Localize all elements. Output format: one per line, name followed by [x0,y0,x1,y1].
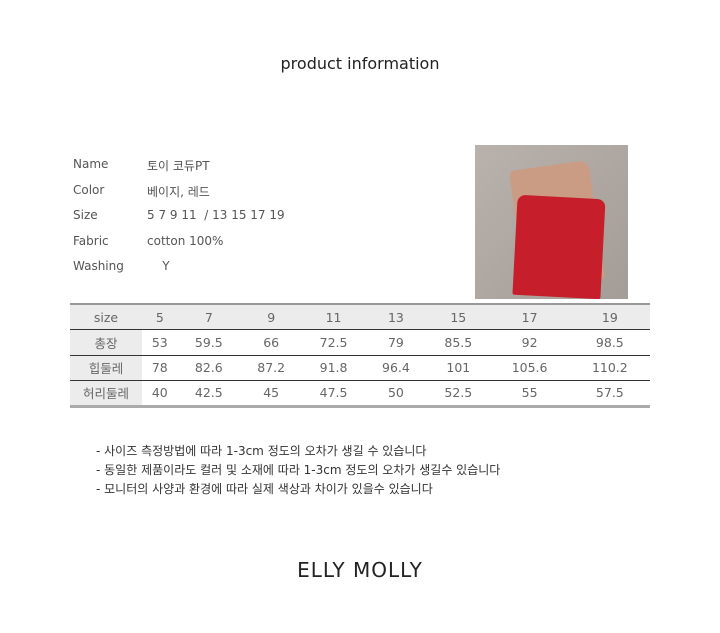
table-row: 총장 53 59.5 66 72.5 79 85.5 92 98.5 [70,329,650,356]
info-row-fabric: Fabric cotton 100% [73,234,285,260]
table-row: 힙둘레 78 82.6 87.2 91.8 96.4 101 105.6 110.2 [70,355,650,381]
table-cell: 42.5 [177,380,240,408]
table-cell: 105.6 [489,355,570,381]
note: - 동일한 제품이라도 컬러 및 소재에 따라 1-3cm 정도의 오차가 생길… [96,463,501,477]
table-cell: 57.5 [569,380,650,408]
table-cell: 힙둘레 [70,355,142,381]
table-cell: 101 [427,355,490,381]
info-value: 5 7 9 11 / 13 15 17 19 [147,208,285,222]
product-info: Name 토이 코듀PT Color 베이지, 레드 Size 5 7 9 11 / … [73,157,285,285]
info-label: Color [73,182,105,197]
notes: - 사이즈 측정방법에 따라 1-3cm 정도의 오차가 생길 수 있습니다 -… [96,442,500,499]
note: - 사이즈 측정방법에 따라 1-3cm 정도의 오차가 생길 수 있습니다 [96,444,427,458]
table-cell: 91.8 [302,355,365,381]
table-cell: 92 [489,329,570,356]
table-cell: 78 [142,355,178,381]
table-cell: 47.5 [302,380,365,408]
info-label: Name [73,157,109,171]
table-cell: 9 [240,303,303,330]
table-cell: 82.6 [177,355,240,381]
table-header-row: size 5 7 9 11 13 15 17 19 [70,303,650,330]
table-cell: 40 [142,380,178,408]
table-cell: 72.5 [302,329,365,356]
table-cell: 50 [364,380,428,408]
table-cell: 85.5 [427,329,490,356]
info-value: 베이지, 레드 [147,184,210,199]
page-title: product information [280,54,440,73]
info-value: cotton 100% [147,233,224,248]
table-cell: 110.2 [569,355,650,381]
info-value: Y [147,259,170,273]
table-cell: 15 [427,303,490,330]
table-cell: 19 [569,303,650,330]
info-row-name: Name 토이 코듀PT [73,157,285,183]
info-row-color: Color 베이지, 레드 [73,183,285,209]
table-cell: 55 [489,380,570,408]
info-label: Size [73,208,98,222]
note: - 모니터의 사양과 환경에 따라 실제 색상과 차이가 있을수 있습니다 [96,482,433,496]
table-cell: 96.4 [364,355,428,381]
table-cell: 총장 [70,329,142,356]
table-cell: 98.5 [569,329,650,356]
table-cell: 66 [240,329,303,356]
table-cell: 45 [240,380,303,408]
info-label: Fabric [73,233,109,248]
table-cell: 59.5 [177,329,240,356]
info-row-washing: Washing Y [73,259,285,285]
table-cell: 7 [177,303,240,330]
table-cell: 11 [302,303,365,330]
info-row-size: Size 5 7 9 11 / 13 15 17 19 [73,208,285,234]
info-value: 토이 코듀PT [147,159,210,173]
size-table: size 5 7 9 11 13 15 17 19 총장 53 59.5 66 72.5 79 85.5 92 9… [70,303,650,408]
table-cell: 5 [142,303,178,330]
table-cell: 13 [364,303,428,330]
brand-logo: ELLY MOLLY [297,558,423,582]
table-cell: 87.2 [240,355,303,381]
red-pants-image [512,194,606,299]
table-cell: 허리둘레 [70,380,142,408]
table-cell: size [70,303,142,330]
product-photo [475,145,628,299]
table-cell: 79 [364,329,428,356]
table-cell: 52.5 [427,380,490,408]
table-cell: 53 [142,329,178,356]
table-row: 허리둘레 40 42.5 45 47.5 50 52.5 55 57.5 [70,380,650,408]
info-label: Washing [73,259,124,273]
table-cell: 17 [489,303,570,330]
